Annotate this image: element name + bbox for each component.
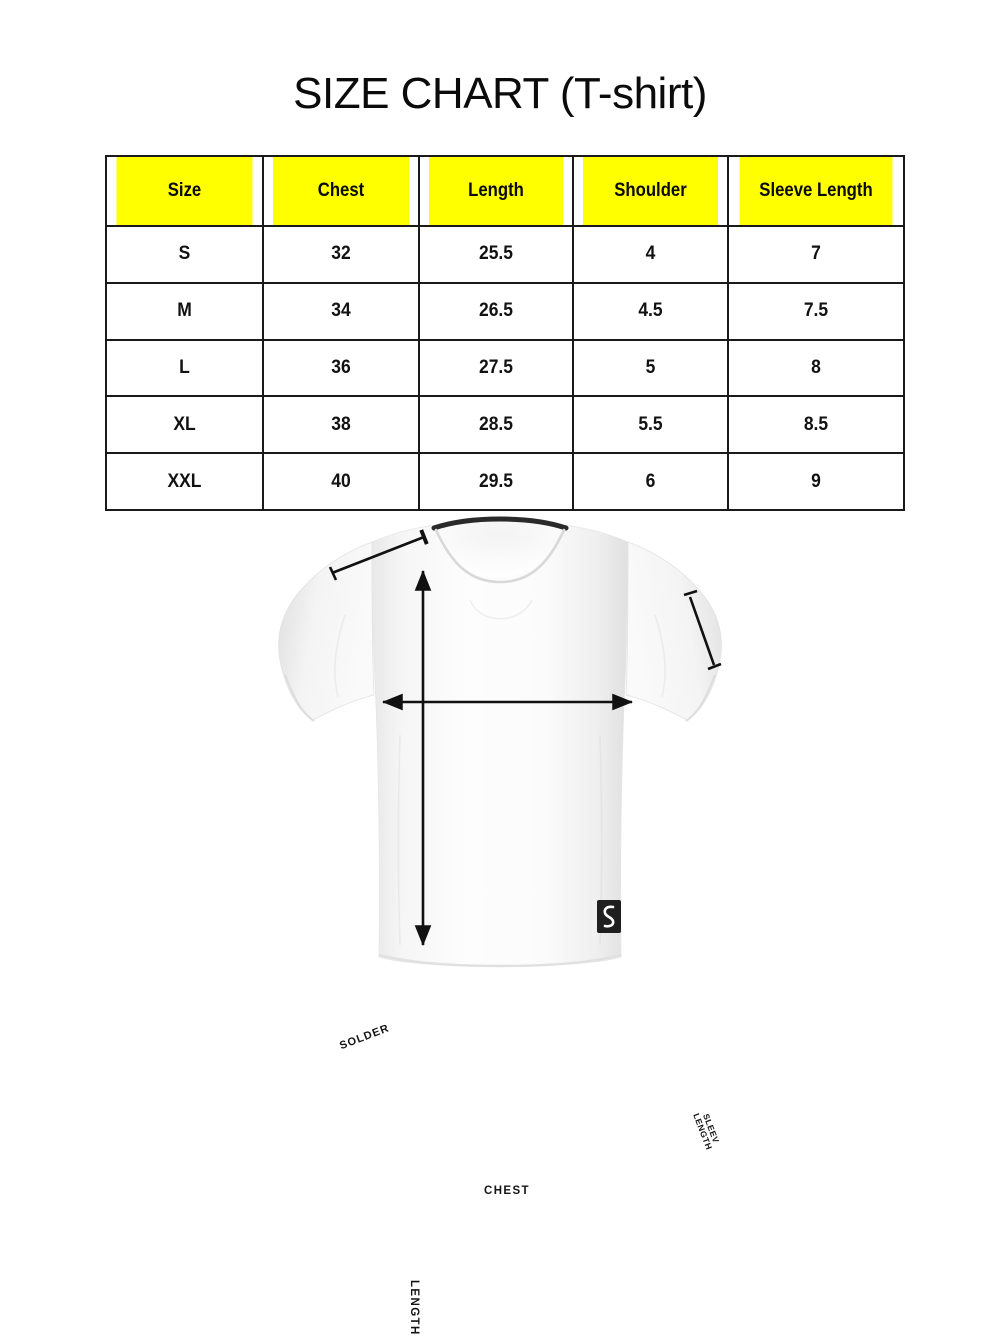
size-chart-table-container: Size Chest Length Shoulder Sleeve Length… — [105, 155, 903, 511]
cell-length: 29.5 — [424, 452, 568, 511]
cell-sleeve: 8 — [734, 338, 898, 398]
column-header-sleeve: Sleeve Length — [737, 155, 895, 227]
column-header-size: Size — [114, 155, 255, 227]
cell-chest: 36 — [268, 338, 414, 398]
chest-dimension-label: CHEST — [484, 1185, 530, 1197]
table-row: XXL 40 29.5 6 9 — [106, 452, 904, 511]
cell-shoulder: 4.5 — [578, 281, 723, 341]
size-chart-table: Size Chest Length Shoulder Sleeve Length… — [105, 155, 905, 511]
collar-band — [434, 528, 566, 584]
cell-chest: 38 — [268, 395, 414, 455]
cell-size: M — [111, 281, 258, 341]
cell-shoulder: 5.5 — [578, 395, 723, 455]
cell-length: 28.5 — [424, 395, 568, 455]
table-header-row: Size Chest Length Shoulder Sleeve Length — [106, 155, 904, 227]
column-header-shoulder: Shoulder — [581, 155, 720, 227]
cell-size: S — [111, 225, 258, 284]
column-header-length: Length — [427, 155, 565, 227]
shoulder-dimension-arrow — [331, 529, 429, 575]
tshirt-illustration — [278, 516, 722, 968]
tshirt-measurement-diagram: SOLDER CHEST LENGTH SLEEV LENGTH — [0, 505, 1000, 1336]
cell-chest: 34 — [268, 281, 414, 341]
cell-sleeve: 7 — [734, 225, 898, 284]
tshirt-shape — [278, 516, 722, 968]
cell-sleeve: 8.5 — [734, 395, 898, 455]
left-sleeve-hem — [284, 674, 315, 722]
sleeve-dimension-arrow — [688, 596, 716, 666]
cell-length: 25.5 — [424, 225, 568, 284]
table-row: XL 38 28.5 5.5 8.5 — [106, 395, 904, 455]
right-sleeve-hem — [685, 674, 716, 722]
column-header-chest: Chest — [271, 155, 411, 227]
cell-size: L — [111, 338, 258, 398]
sleeve-dimension-label: SLEEV LENGTH — [691, 1109, 722, 1152]
cell-sleeve: 7.5 — [734, 281, 898, 341]
cell-size: XXL — [111, 452, 258, 511]
cell-length: 27.5 — [424, 338, 568, 398]
cell-shoulder: 6 — [578, 452, 723, 511]
left-sleeve — [278, 541, 375, 721]
cell-chest: 40 — [268, 452, 414, 511]
page-title: SIZE CHART (T-shirt) — [293, 69, 707, 118]
cell-chest: 32 — [268, 225, 414, 284]
cell-size: XL — [111, 395, 258, 455]
shirt-body — [371, 522, 629, 967]
right-sleeve — [625, 541, 722, 721]
length-dimension-label: LENGTH — [408, 1280, 420, 1336]
brand-logo-tag — [597, 900, 621, 933]
cell-sleeve: 9 — [734, 452, 898, 511]
shoulder-dimension-label: SOLDER — [338, 1022, 392, 1053]
shirt-hem — [378, 953, 622, 968]
table-row: M 34 26.5 4.5 7.5 — [106, 281, 904, 341]
table-row: L 36 27.5 5 8 — [106, 338, 904, 398]
cell-shoulder: 5 — [578, 338, 723, 398]
neck-opening — [437, 520, 563, 577]
cell-shoulder: 4 — [578, 225, 723, 284]
table-row: S 32 25.5 4 7 — [106, 225, 904, 284]
cell-length: 26.5 — [424, 281, 568, 341]
collar-rim — [431, 516, 569, 531]
